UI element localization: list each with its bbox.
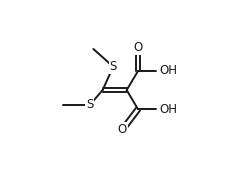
Text: S: S [109, 60, 116, 73]
Text: OH: OH [159, 64, 176, 77]
Text: OH: OH [159, 103, 176, 116]
Text: S: S [86, 98, 93, 112]
Text: O: O [133, 41, 142, 54]
Text: O: O [117, 123, 127, 136]
